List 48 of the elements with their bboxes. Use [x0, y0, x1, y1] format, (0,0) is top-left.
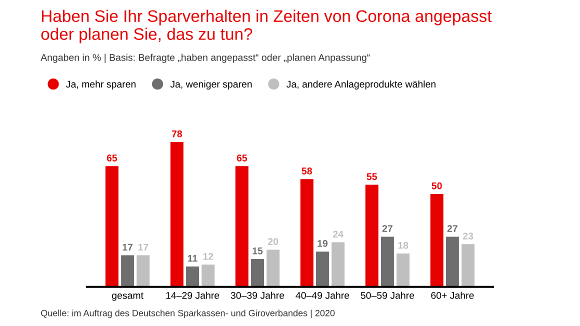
- bar: [235, 166, 248, 287]
- x-tick-label: 14–29 Jahre: [166, 292, 220, 299]
- bar: [462, 244, 475, 287]
- data-label: 27: [382, 225, 392, 232]
- data-label: 58: [302, 168, 312, 174]
- bar: [365, 184, 378, 287]
- data-label: 17: [138, 244, 148, 251]
- bar: [446, 236, 459, 287]
- x-tick-label: gesamt: [112, 292, 144, 301]
- bar: [300, 179, 314, 287]
- x-tick-label: 30–39 Jahre: [230, 292, 284, 299]
- bar: [121, 255, 134, 287]
- bar: [380, 236, 394, 287]
- bar: [170, 142, 184, 287]
- legend-label: Ja, mehr sparen: [66, 80, 136, 90]
- data-label: 50: [432, 182, 442, 190]
- bar: [251, 259, 264, 287]
- bar: [396, 253, 410, 287]
- x-tick-label: 60+ Jahre: [431, 292, 474, 299]
- data-label: 55: [366, 173, 378, 180]
- bar: [266, 250, 280, 287]
- source-note: Quelle: im Auftrag des Deutschen Sparkassen- und Giroverbandes | 2020: [41, 310, 335, 318]
- data-label: 18: [398, 242, 408, 249]
- legend-label: Ja, weniger sparen: [170, 80, 252, 90]
- data-label: 23: [462, 232, 474, 240]
- bar: [430, 194, 444, 287]
- chart-subtitle: Angaben in % | Basis: Befragte „haben angepasst“ oder „planen Anpassung“: [40, 54, 370, 63]
- data-label: 20: [268, 238, 278, 246]
- chart-title: Haben Sie Ihr Sparverhalten in Zeiten von Corona angepasst oder planen Sie, das zu tun?: [41, 10, 492, 44]
- data-label: 78: [172, 130, 182, 138]
- legend-label: Ja, andere Anlageprodukte wählen: [286, 80, 436, 90]
- bar: [316, 252, 329, 287]
- data-label: 27: [447, 225, 458, 232]
- data-label: 24: [333, 230, 344, 238]
- data-label: 11: [188, 254, 198, 262]
- data-label: 65: [236, 154, 248, 162]
- x-tick-label: 50–59 Jahre: [360, 292, 414, 299]
- bar: [202, 264, 215, 287]
- bar: [332, 242, 345, 287]
- bar: [186, 266, 200, 287]
- data-label: 17: [122, 244, 133, 251]
- data-label: 19: [318, 240, 328, 247]
- x-tick-label: 40–49 Jahre: [296, 292, 350, 299]
- data-label: 15: [252, 248, 263, 254]
- data-label: 12: [203, 253, 214, 260]
- bar: [136, 255, 150, 287]
- bar: [105, 166, 118, 287]
- data-label: 65: [106, 154, 118, 162]
